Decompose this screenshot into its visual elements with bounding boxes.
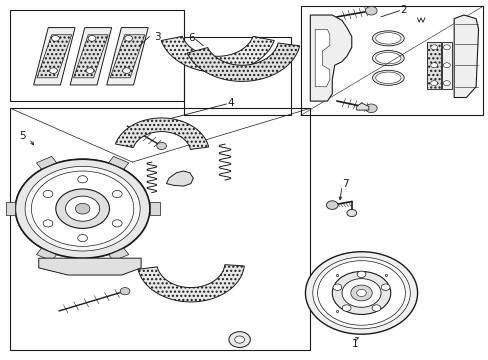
Circle shape	[86, 68, 94, 73]
Circle shape	[157, 142, 166, 149]
Circle shape	[430, 45, 437, 50]
Circle shape	[25, 166, 140, 251]
Polygon shape	[453, 15, 478, 98]
Circle shape	[430, 63, 437, 68]
Circle shape	[341, 279, 380, 307]
Circle shape	[78, 176, 87, 183]
Circle shape	[234, 336, 244, 343]
Circle shape	[430, 81, 437, 86]
Circle shape	[365, 6, 376, 15]
Circle shape	[65, 196, 100, 221]
Circle shape	[350, 285, 371, 301]
Circle shape	[78, 234, 87, 242]
Circle shape	[381, 284, 389, 291]
Text: 7: 7	[341, 179, 348, 189]
Bar	[427, 42, 440, 89]
Bar	[311, 25, 326, 39]
Polygon shape	[150, 202, 159, 215]
Ellipse shape	[372, 31, 404, 46]
Polygon shape	[356, 103, 368, 110]
Polygon shape	[108, 248, 128, 261]
Circle shape	[112, 190, 122, 198]
Bar	[10, 108, 310, 350]
Circle shape	[228, 332, 250, 347]
Polygon shape	[5, 202, 15, 215]
Circle shape	[317, 261, 405, 325]
Polygon shape	[166, 171, 193, 186]
Polygon shape	[37, 35, 72, 78]
Polygon shape	[73, 35, 108, 78]
Polygon shape	[70, 28, 111, 85]
Circle shape	[51, 36, 59, 41]
Polygon shape	[138, 265, 244, 302]
Bar	[441, 42, 451, 89]
Bar	[311, 60, 326, 74]
Circle shape	[120, 288, 130, 295]
Circle shape	[88, 36, 96, 41]
Polygon shape	[115, 118, 208, 149]
Polygon shape	[34, 28, 75, 85]
Circle shape	[443, 81, 449, 86]
Text: 6: 6	[188, 33, 195, 43]
Circle shape	[122, 68, 130, 73]
Bar	[183, 37, 290, 116]
Circle shape	[49, 68, 57, 73]
Polygon shape	[110, 35, 144, 78]
Polygon shape	[37, 156, 57, 169]
Circle shape	[326, 201, 337, 210]
Polygon shape	[187, 43, 299, 81]
Circle shape	[56, 189, 109, 228]
Circle shape	[443, 45, 449, 50]
Polygon shape	[37, 248, 57, 261]
Circle shape	[305, 252, 417, 334]
Circle shape	[332, 284, 341, 291]
Circle shape	[43, 190, 53, 198]
Polygon shape	[315, 30, 329, 87]
Polygon shape	[39, 258, 141, 275]
Polygon shape	[106, 28, 148, 85]
Circle shape	[43, 220, 53, 227]
Text: 5: 5	[19, 131, 26, 141]
Circle shape	[346, 210, 356, 217]
Circle shape	[112, 220, 122, 227]
Circle shape	[365, 104, 376, 113]
Circle shape	[31, 171, 134, 246]
Bar	[10, 10, 183, 101]
Bar	[311, 42, 326, 56]
Ellipse shape	[375, 52, 400, 64]
Polygon shape	[108, 156, 128, 169]
Circle shape	[15, 159, 150, 258]
Ellipse shape	[372, 70, 404, 85]
Text: 3: 3	[154, 32, 161, 41]
Ellipse shape	[375, 72, 400, 84]
Circle shape	[443, 63, 449, 68]
Text: 1: 1	[351, 339, 357, 349]
Circle shape	[312, 257, 409, 329]
Circle shape	[342, 305, 350, 311]
Polygon shape	[161, 36, 274, 72]
Circle shape	[75, 203, 90, 214]
Circle shape	[124, 36, 132, 41]
Bar	[311, 80, 326, 94]
Text: 4: 4	[227, 98, 234, 108]
Polygon shape	[310, 15, 351, 101]
Ellipse shape	[375, 33, 400, 44]
Bar	[300, 6, 483, 116]
Circle shape	[356, 289, 366, 297]
Text: 2: 2	[400, 5, 407, 15]
Ellipse shape	[372, 50, 404, 66]
Circle shape	[371, 305, 380, 311]
Circle shape	[331, 271, 390, 315]
Circle shape	[356, 271, 365, 278]
